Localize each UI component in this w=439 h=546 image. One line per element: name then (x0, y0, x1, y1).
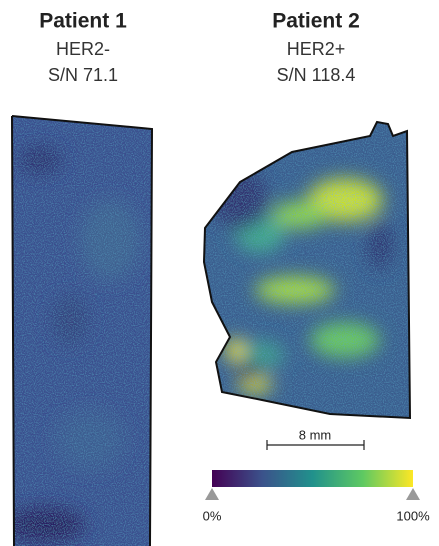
tissue-image-1 (5, 110, 155, 546)
scale-bar: 8 mm (267, 427, 364, 450)
snr: S/N 71.1 (48, 65, 118, 85)
colorbar-min: 0% (203, 508, 222, 523)
tissue-image-2 (200, 118, 415, 423)
scale-bar-label: 8 mm (299, 427, 332, 442)
panel-title: Patient 2 (272, 10, 360, 33)
patient-2-header: Patient 2 HER2+ S/N 118.4 (272, 10, 360, 85)
colorbar: 0% 100% (203, 470, 430, 523)
panel-title: Patient 1 (39, 10, 127, 33)
figure: Patient 1 HER2- S/N 71.1 Patient 2 HER2+… (0, 0, 439, 546)
her2-status: HER2+ (287, 39, 346, 59)
patient-1-header: Patient 1 HER2- S/N 71.1 (39, 10, 127, 85)
snr: S/N 118.4 (277, 65, 356, 85)
colorbar-max: 100% (396, 508, 430, 523)
her2-status: HER2- (56, 39, 110, 59)
